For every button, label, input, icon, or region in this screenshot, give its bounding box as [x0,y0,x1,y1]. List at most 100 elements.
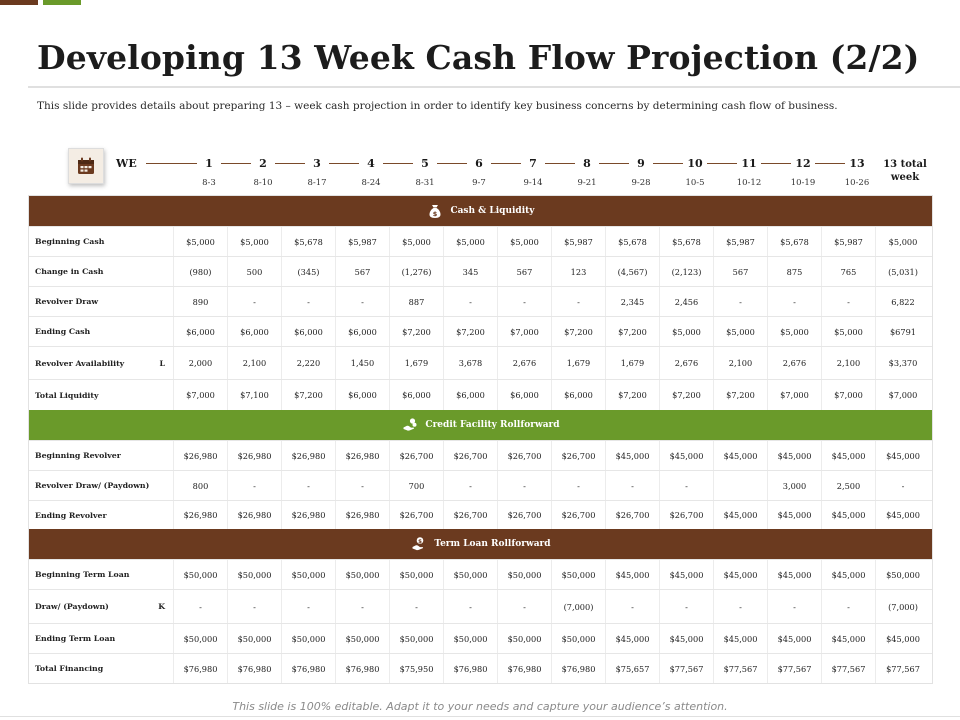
week-date: 10-19 [790,178,816,188]
table-cell: - [713,287,767,316]
table-cell: - [335,471,389,500]
total-cell: $3,370 [875,347,930,379]
table-cell: $5,678 [659,227,713,256]
week-date: 8-31 [415,178,435,188]
week-date: 8-10 [253,178,273,188]
table-cell: 2,100 [713,347,767,379]
table-cell: $76,980 [335,654,389,683]
total-week-label: 13 total week [883,159,927,183]
table-cell: $5,000 [443,227,497,256]
week-number: 11 [741,157,757,170]
table-cell: $6,000 [335,380,389,410]
total-cell: - [875,471,930,500]
table-cell: $77,567 [659,654,713,683]
table-cell: $26,700 [389,441,443,470]
table-cell: $5,678 [767,227,821,256]
table-cell: $75,657 [605,654,659,683]
table-cell: - [335,287,389,316]
table-cell: $26,980 [281,501,335,529]
table-cell: $45,000 [659,624,713,653]
section-title: Term Loan Rollforward [434,539,551,549]
row-label: Ending Revolver [29,501,173,529]
week-number: 3 [313,157,321,170]
table-cell: 1,679 [389,347,443,379]
table-cell: $26,980 [335,501,389,529]
timeline-connector [815,163,845,164]
table-cell: $45,000 [767,560,821,589]
calendar-icon [68,148,104,184]
table-cell: 890 [173,287,227,316]
week-number: 13 [849,157,865,170]
table-cell: $26,980 [335,441,389,470]
timeline-connector [545,163,575,164]
title-divider [28,86,960,88]
table-cell: - [497,287,551,316]
row-label-text: Revolver Draw [35,297,99,306]
table-cell: $45,000 [821,441,875,470]
table-cell: $45,000 [605,560,659,589]
week-date: 10-26 [844,178,870,188]
row-label: Draw/ (Paydown) K [29,590,173,623]
week-number: 4 [367,157,375,170]
table-cell: $50,000 [227,624,281,653]
table-cell: $7,200 [443,317,497,346]
total-cell: (5,031) [875,257,930,286]
table-cell: - [281,590,335,623]
week-date: 9-21 [577,178,597,188]
week-number: 1 [205,157,213,170]
table-cell: $5,000 [713,317,767,346]
table-cell: $50,000 [443,624,497,653]
week-date: 9-14 [523,178,543,188]
table-cell: 887 [389,287,443,316]
table-cell: $7,000 [821,380,875,410]
table-cell: $45,000 [659,441,713,470]
table-cell: $45,000 [767,624,821,653]
table-cell: $50,000 [335,624,389,653]
table-cell: $7,200 [281,380,335,410]
table-cell: 2,220 [281,347,335,379]
table-cell: $26,700 [551,501,605,529]
week-date: 9-28 [631,178,651,188]
table-cell: $6,000 [497,380,551,410]
table-cell: 2,100 [821,347,875,379]
total-cell: 6,822 [875,287,930,316]
table-cell: - [497,590,551,623]
table-cell: $76,980 [227,654,281,683]
table-cell: $76,980 [497,654,551,683]
row-label: Change in Cash [29,257,173,286]
table-cell: $7,000 [173,380,227,410]
table-row: Revolver Draw 890- - -887- - -2,345 2,456- - -6,… [29,286,932,316]
timeline-connector [221,163,251,164]
table-cell: $6,000 [389,380,443,410]
table-cell: $26,700 [443,501,497,529]
timeline-connector [329,163,359,164]
table-cell: $5,000 [821,317,875,346]
row-label-text: Beginning Term Loan [35,570,130,579]
total-cell: $50,000 [875,560,930,589]
row-label: Total Financing [29,654,173,683]
week-number: 2 [259,157,267,170]
table-row: Revolver Draw/ (Paydown) 800- - -700- - - - -3,… [29,470,932,500]
table-cell: $26,700 [443,441,497,470]
table-cell: $6,000 [281,317,335,346]
table-cell: $5,000 [227,227,281,256]
corner-accent-green [43,0,81,5]
table-cell: 345 [443,257,497,286]
table-row: Total Liquidity $7,000 $7,100 $7,200 $6,000 $… [29,379,932,410]
table-cell: - [281,287,335,316]
row-marker: L [159,358,165,368]
table-cell: 765 [821,257,875,286]
table-cell: - [335,590,389,623]
table-cell: - [659,590,713,623]
table-cell: 567 [335,257,389,286]
section-header: $ Cash & Liquidity [29,196,932,226]
table-cell: (345) [281,257,335,286]
table-cell: $26,980 [173,441,227,470]
table-cell: $5,678 [605,227,659,256]
table-cell: $45,000 [767,501,821,529]
total-cell: (7,000) [875,590,930,623]
table-cell: - [821,287,875,316]
table-cell: $5,987 [335,227,389,256]
row-label-text: Ending Revolver [35,510,107,520]
row-label: Revolver Draw/ (Paydown) [29,471,173,500]
